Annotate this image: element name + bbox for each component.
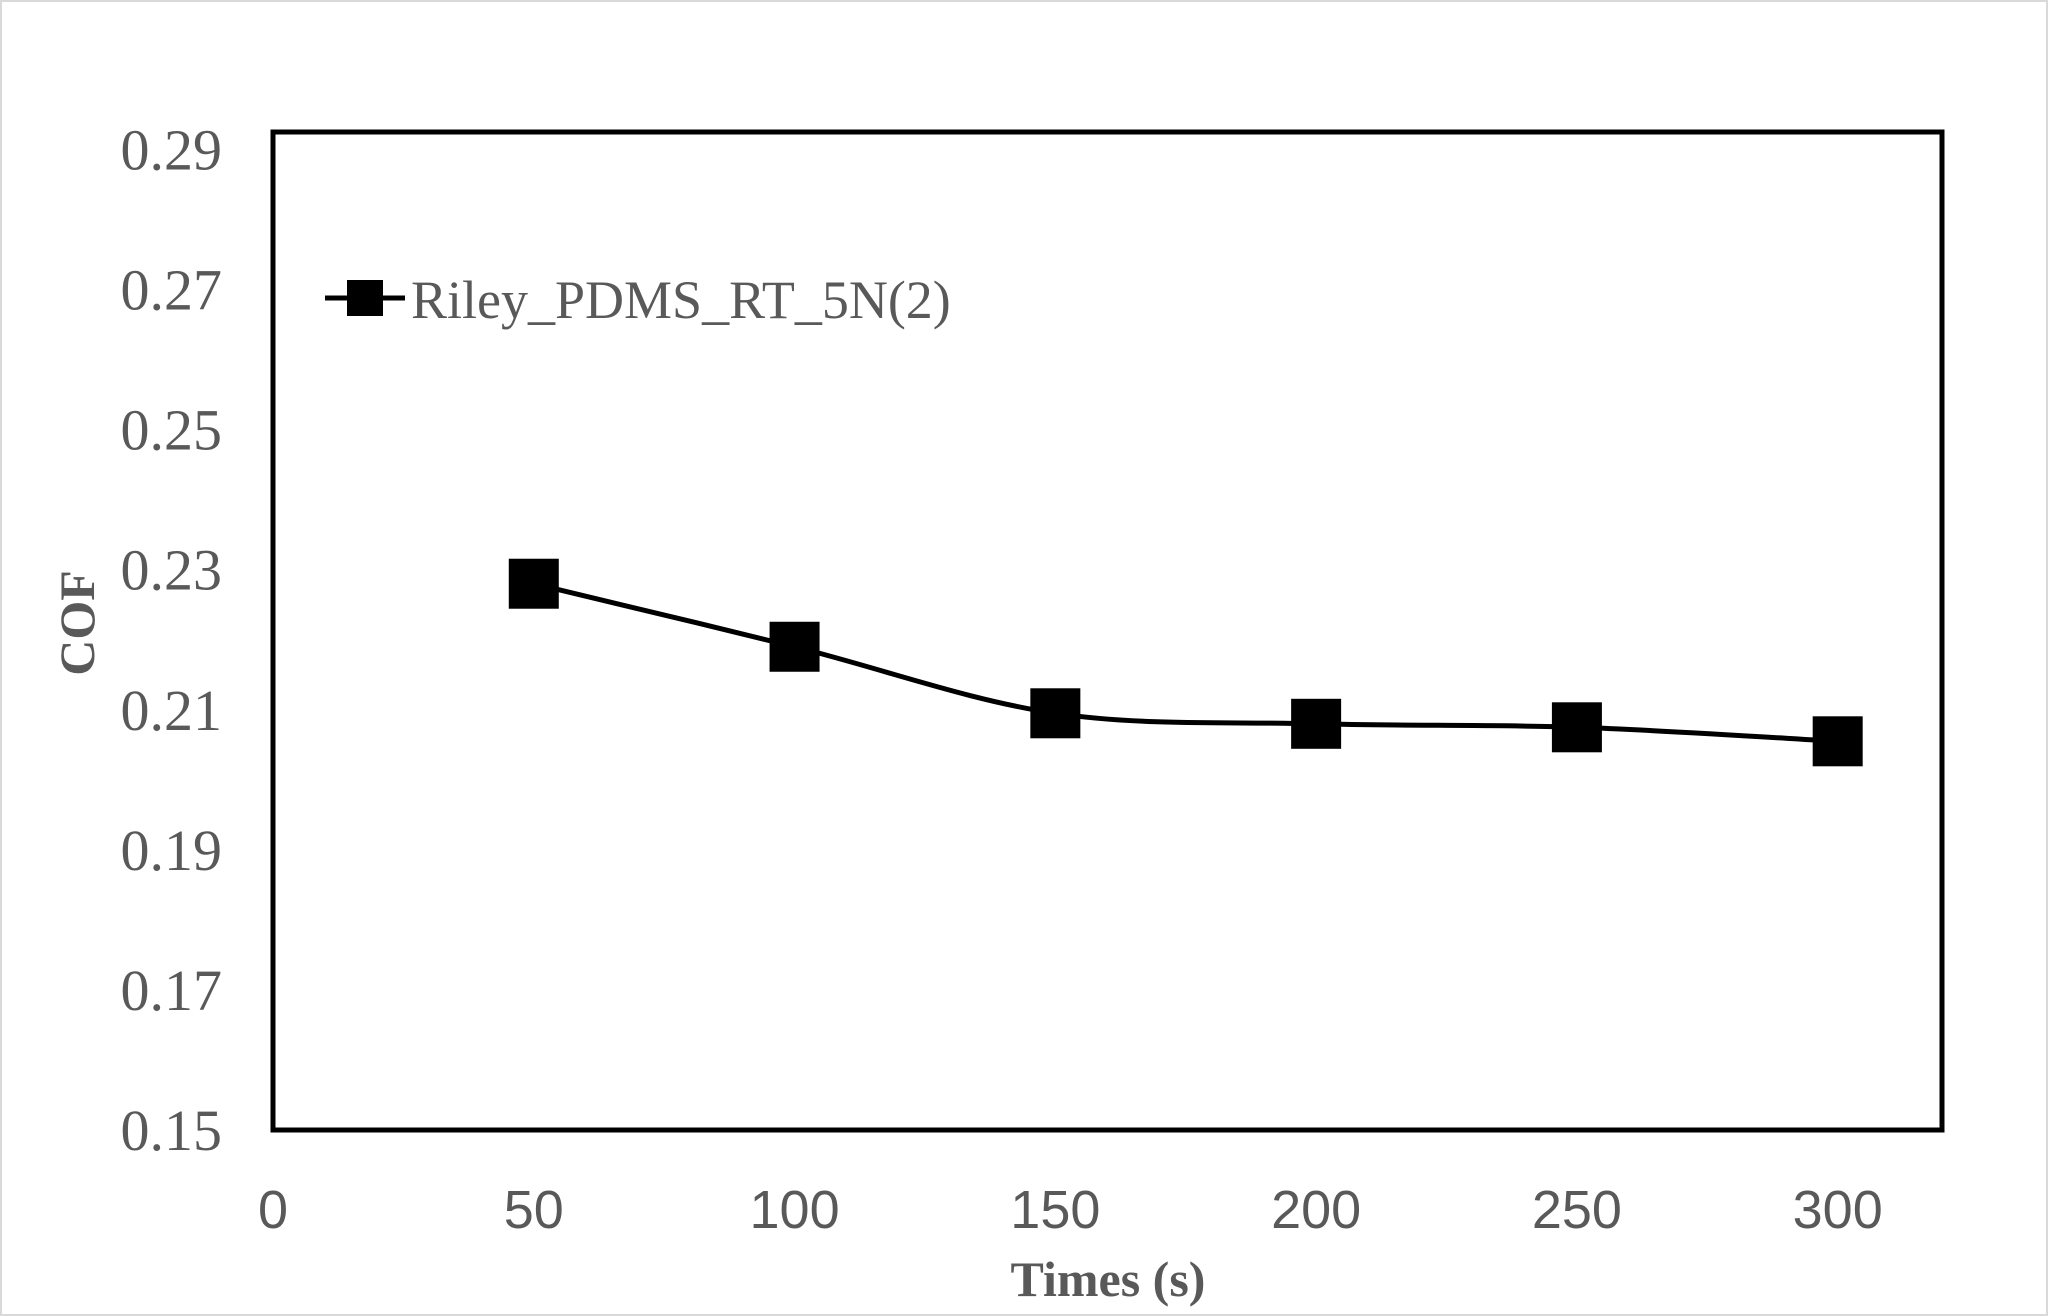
y-axis-ticks: 0.15 0.17 0.19 0.21 0.23 0.25 0.27 0.29	[121, 118, 223, 1163]
x-tick-label: 250	[1532, 1180, 1622, 1240]
y-axis-title: COF	[49, 570, 105, 676]
x-tick-label: 200	[1271, 1180, 1361, 1240]
x-tick-label: 100	[750, 1180, 840, 1240]
x-axis-ticks: 0 50 100 150 200 250 300	[258, 1180, 1883, 1240]
data-point-marker	[769, 621, 820, 672]
x-tick-label: 0	[258, 1180, 288, 1240]
legend-label: Riley_PDMS_RT_5N(2)	[411, 270, 951, 330]
series-layer	[508, 558, 1863, 767]
data-point-marker	[1291, 698, 1342, 749]
series-line	[533, 581, 1838, 744]
y-tick-label: 0.25	[121, 398, 223, 463]
y-tick-label: 0.23	[121, 538, 223, 603]
data-point-marker	[1812, 716, 1863, 767]
plot-area-frame	[270, 129, 1945, 1133]
y-tick-label: 0.17	[121, 958, 223, 1023]
x-tick-label: 150	[1010, 1180, 1100, 1240]
legend-square-marker	[347, 280, 383, 316]
data-point-marker	[508, 558, 559, 609]
y-tick-label: 0.15	[121, 1098, 223, 1163]
y-tick-label: 0.27	[121, 258, 223, 323]
legend: Riley_PDMS_RT_5N(2)	[325, 270, 951, 330]
y-tick-label: 0.29	[121, 118, 223, 183]
y-tick-label: 0.19	[121, 818, 223, 883]
data-point-marker	[1551, 702, 1602, 753]
x-tick-label: 300	[1793, 1180, 1883, 1240]
data-point-marker	[1030, 688, 1081, 739]
x-tick-label: 50	[504, 1180, 564, 1240]
y-tick-label: 0.21	[121, 678, 223, 743]
x-axis-title: Times (s)	[1011, 1251, 1206, 1307]
